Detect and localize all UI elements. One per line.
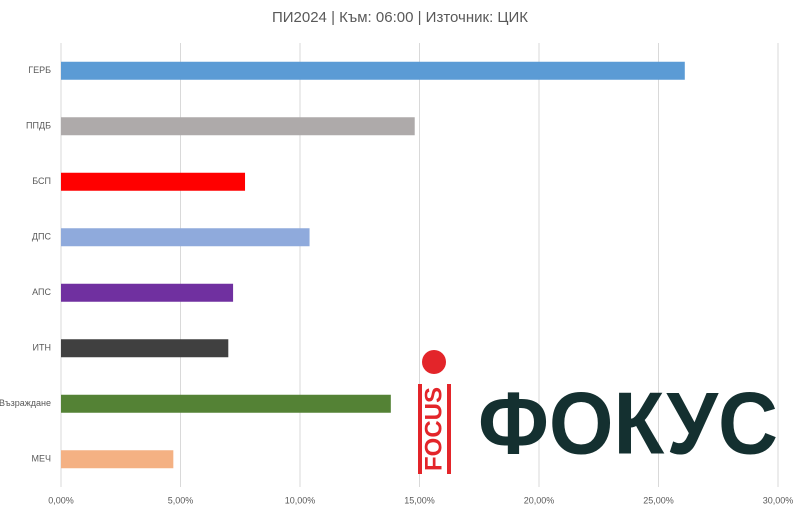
- y-tick-label: АПС: [32, 287, 51, 297]
- plot: 0,00% 5,00% 10,00% 15,00% 20,00% 25,00% 30,00%…: [0, 43, 793, 505]
- y-tick-label: Възраждане: [0, 398, 51, 408]
- bar: [61, 117, 415, 136]
- bar: [61, 283, 234, 302]
- watermark: FOCUS ФОКУС: [418, 350, 778, 474]
- bar: [61, 339, 229, 358]
- x-tick-label: 25,00%: [643, 495, 674, 505]
- bar: [61, 450, 174, 469]
- bar: [61, 394, 391, 413]
- logo-large: ФОКУС: [478, 373, 778, 472]
- y-tick-label: МЕЧ: [32, 454, 52, 464]
- x-tick-label: 0,00%: [48, 495, 74, 505]
- y-tick-label: ИТН: [33, 343, 51, 353]
- y-tick-label: ППДБ: [26, 121, 51, 131]
- x-tick-label: 30,00%: [763, 495, 794, 505]
- bar: [61, 228, 310, 247]
- y-tick-label: ДПС: [32, 232, 52, 242]
- logo-small: FOCUS: [420, 387, 447, 471]
- bar: [61, 172, 246, 191]
- chart-title: ПИ2024 | Към: 06:00 | Източник: ЦИК: [272, 9, 528, 26]
- x-tick-label: 10,00%: [285, 495, 316, 505]
- x-tick-label: 20,00%: [524, 495, 555, 505]
- bar: [61, 61, 685, 80]
- x-tick-label: 15,00%: [404, 495, 435, 505]
- y-tick-label: БСП: [32, 176, 51, 186]
- logo-dot: [422, 350, 446, 374]
- x-tick-label: 5,00%: [168, 495, 194, 505]
- y-tick-label: ГЕРБ: [28, 65, 51, 75]
